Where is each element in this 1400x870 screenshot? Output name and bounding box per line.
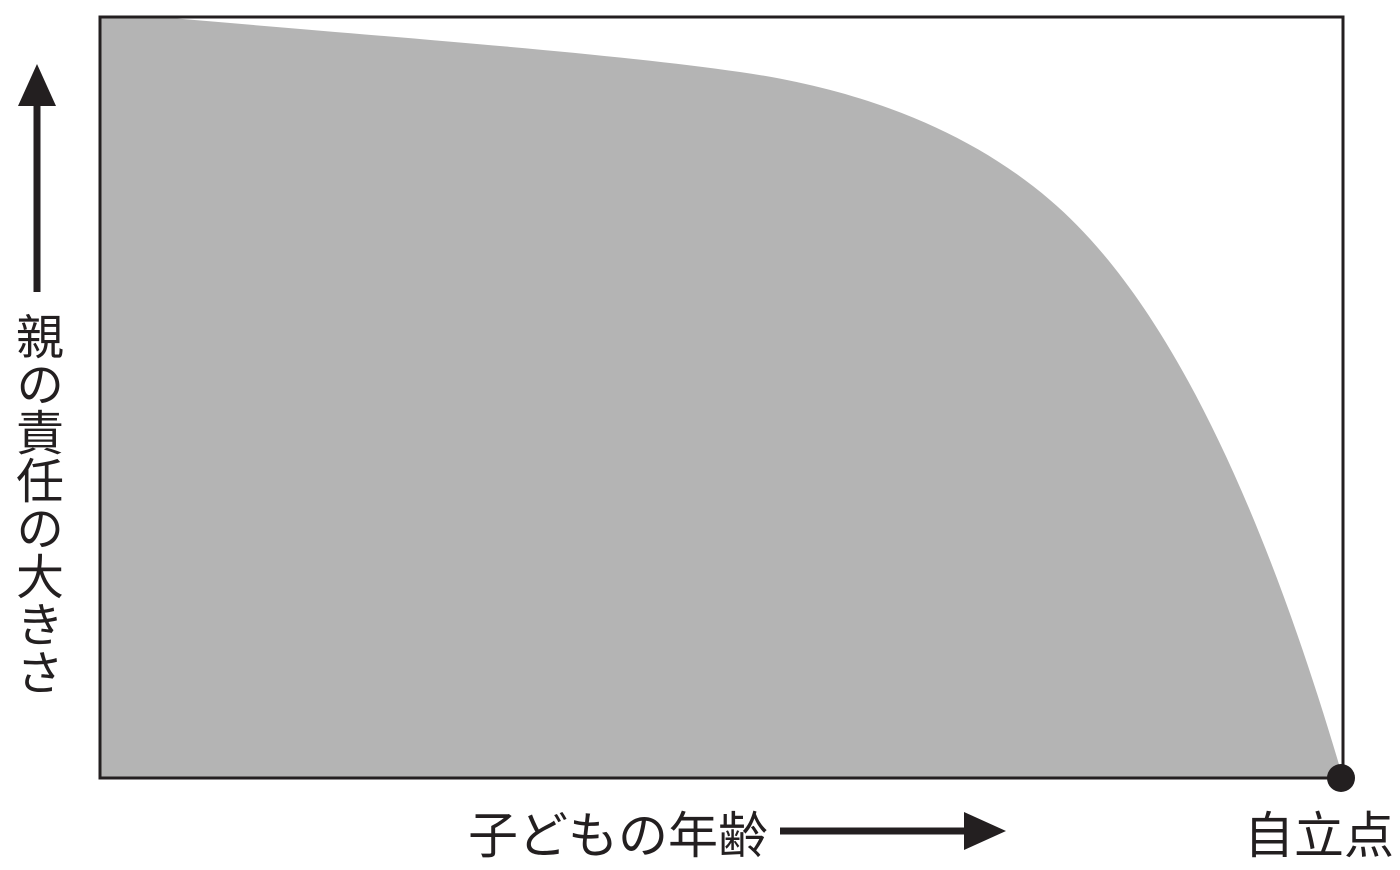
y-axis-label: 親の責任の大きさ: [7, 312, 63, 696]
x-axis-label: 子どもの年齢: [468, 807, 768, 865]
x-axis-arrow-head: [964, 812, 1006, 850]
responsibility-area: [100, 17, 1343, 778]
y-axis-arrow-head: [18, 64, 56, 106]
plot-frame: [98, 15, 1345, 780]
independence-point-label: 自立点: [1244, 807, 1394, 865]
independence-point-marker: [1327, 764, 1355, 792]
